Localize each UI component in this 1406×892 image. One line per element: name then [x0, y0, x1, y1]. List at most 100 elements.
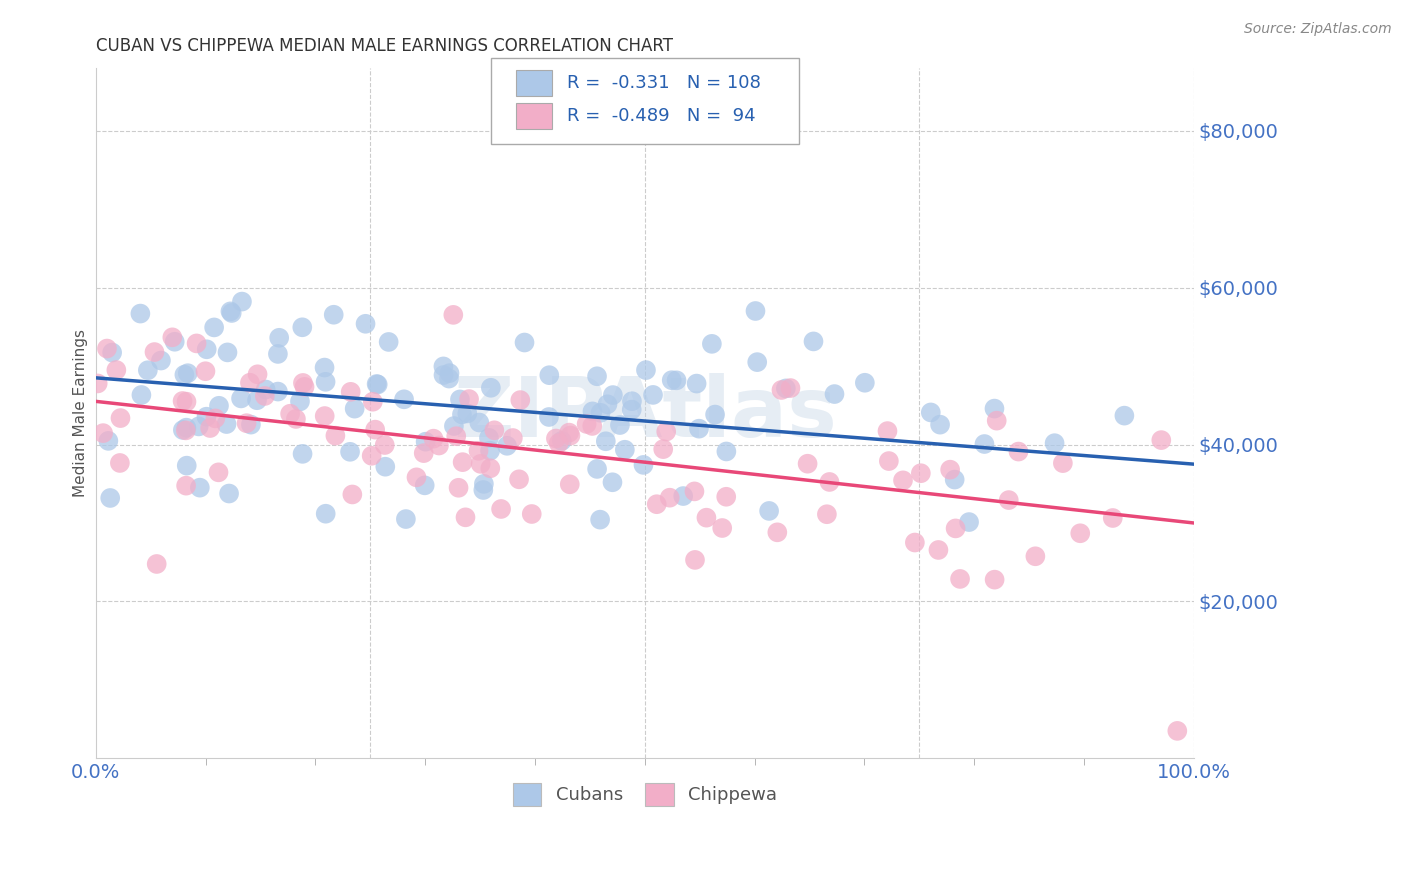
Point [891, 474, 914, 488]
Point [502, 431, 524, 445]
Point [219, 304, 242, 318]
Point [447, 481, 470, 495]
Point [86, 376, 108, 391]
Point [246, 368, 269, 382]
Point [602, 475, 624, 490]
Point [943, 473, 966, 487]
Point [229, 392, 252, 406]
Point [195, 343, 218, 357]
Point [176, 394, 198, 409]
Point [547, 436, 569, 450]
Point [364, 423, 387, 437]
Point [484, 423, 506, 437]
Point [278, 407, 301, 421]
Point [98, 491, 121, 505]
Point [291, 376, 314, 390]
Point [939, 463, 962, 477]
Point [586, 462, 609, 476]
Point [613, 442, 636, 457]
Point [136, 363, 159, 377]
Point [877, 454, 900, 468]
Point [665, 373, 688, 387]
Point [586, 369, 609, 384]
Point [254, 383, 277, 397]
Point [818, 475, 841, 489]
Point [439, 366, 461, 380]
Point [957, 515, 980, 529]
Point [661, 373, 683, 387]
Point [360, 449, 382, 463]
Point [110, 411, 132, 425]
Point [634, 363, 657, 377]
Point [796, 457, 818, 471]
Point [479, 443, 502, 458]
Point [177, 366, 200, 380]
Point [508, 472, 530, 486]
Point [716, 444, 738, 458]
Point [766, 525, 789, 540]
Point [288, 394, 311, 409]
Point [683, 553, 706, 567]
Point [695, 510, 717, 524]
Point [683, 484, 706, 499]
Point [824, 387, 846, 401]
Point [575, 417, 598, 431]
Point [172, 423, 194, 437]
Point [246, 393, 269, 408]
Point [374, 438, 396, 452]
Point [1043, 436, 1066, 450]
Point [437, 371, 460, 385]
FancyBboxPatch shape [516, 103, 551, 129]
Point [489, 502, 512, 516]
Point [204, 411, 226, 425]
Point [198, 421, 221, 435]
Point [551, 434, 574, 448]
Point [367, 377, 389, 392]
Point [853, 376, 876, 390]
Point [322, 308, 344, 322]
Point [920, 405, 942, 419]
Point [672, 489, 695, 503]
Point [405, 470, 427, 484]
Point [269, 331, 291, 345]
Point [239, 417, 262, 432]
Point [1150, 433, 1173, 447]
Point [172, 394, 194, 409]
Point [145, 557, 167, 571]
Legend: Cubans, Chippewa: Cubans, Chippewa [503, 773, 786, 815]
Point [427, 438, 450, 452]
Point [779, 381, 801, 395]
Point [377, 334, 399, 349]
Point [1024, 549, 1046, 564]
Point [747, 355, 769, 369]
FancyBboxPatch shape [516, 70, 551, 96]
Point [325, 428, 347, 442]
Point [217, 345, 239, 359]
Point [609, 417, 631, 432]
Point [105, 363, 128, 377]
Point [929, 417, 952, 432]
Point [770, 383, 793, 397]
Point [441, 308, 464, 322]
Point [163, 334, 186, 349]
Text: R =  -0.331   N = 108: R = -0.331 N = 108 [567, 74, 761, 92]
Point [444, 429, 467, 443]
Point [186, 336, 208, 351]
Point [470, 457, 492, 471]
Point [239, 376, 262, 390]
Point [339, 384, 361, 399]
Point [413, 478, 436, 492]
Point [581, 419, 603, 434]
Text: CUBAN VS CHIPPEWA MEDIAN MALE EARNINGS CORRELATION CHART: CUBAN VS CHIPPEWA MEDIAN MALE EARNINGS C… [96, 37, 673, 55]
Point [202, 320, 225, 334]
Point [744, 304, 766, 318]
Point [910, 467, 932, 481]
Point [149, 353, 172, 368]
Point [983, 573, 1005, 587]
Point [1101, 511, 1123, 525]
Point [221, 306, 243, 320]
Point [415, 434, 437, 449]
Point [538, 368, 561, 383]
Point [711, 521, 734, 535]
Point [472, 483, 495, 497]
